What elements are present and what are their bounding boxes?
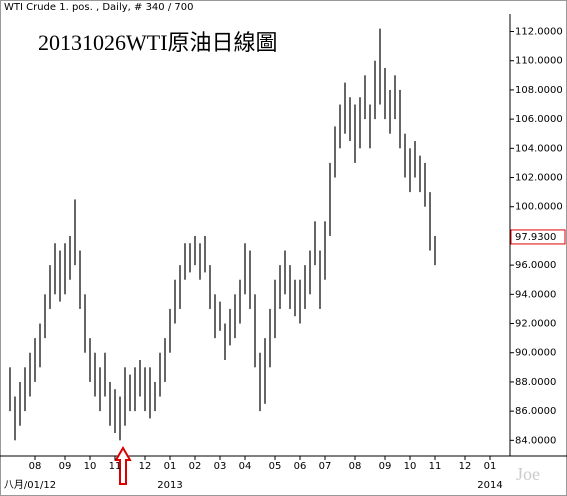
x-tick-label: 12 bbox=[139, 461, 152, 472]
y-tick-label: 96.0000 bbox=[515, 260, 556, 271]
y-tick-label: 102.0000 bbox=[515, 173, 563, 184]
x-tick-label: 08 bbox=[29, 461, 42, 472]
last-price-box bbox=[510, 229, 566, 245]
x-sub-label: 八月/01/12 bbox=[4, 479, 56, 491]
x-sub-label: 2013 bbox=[157, 480, 182, 491]
y-tick-label: 108.0000 bbox=[515, 85, 563, 96]
x-tick-label: 09 bbox=[59, 461, 72, 472]
y-tick-label: 94.0000 bbox=[515, 289, 556, 300]
x-tick-label: 04 bbox=[239, 461, 252, 472]
header: WTI Crude 1. pos. , Daily, # 340 / 700 bbox=[4, 2, 193, 13]
x-tick-label: 11 bbox=[109, 461, 122, 472]
y-tick-label: 106.0000 bbox=[515, 114, 563, 125]
y-tick-label: 110.0000 bbox=[515, 56, 563, 67]
y-tick-label: 104.0000 bbox=[515, 143, 563, 154]
y-tick-label: 100.0000 bbox=[515, 202, 563, 213]
y-tick-label: 92.0000 bbox=[515, 319, 556, 330]
x-tick-label: 08 bbox=[349, 461, 362, 472]
x-tick-label: 12 bbox=[459, 461, 472, 472]
x-tick-label: 10 bbox=[404, 461, 417, 472]
arrow bbox=[114, 446, 132, 485]
x-tick-label: 06 bbox=[294, 461, 307, 472]
y-tick-label: 88.0000 bbox=[515, 377, 556, 388]
x-tick-label: 05 bbox=[269, 461, 282, 472]
y-tick-label: 90.0000 bbox=[515, 348, 556, 359]
last-price-label: 97.9300 bbox=[515, 232, 556, 243]
x-sub-label: 2014 bbox=[477, 480, 502, 491]
x-tick-label: 10 bbox=[84, 461, 97, 472]
y-tick-label: 86.0000 bbox=[515, 406, 556, 417]
x-tick-label: 07 bbox=[319, 461, 332, 472]
x-tick-label: 02 bbox=[189, 461, 202, 472]
x-tick-label: 03 bbox=[214, 461, 227, 472]
y-tick-label: 84.0000 bbox=[515, 435, 556, 446]
chart-title: 20131026WTI原油日線圖 bbox=[38, 30, 278, 55]
x-tick-label: 01 bbox=[484, 461, 497, 472]
x-tick-label: 11 bbox=[429, 461, 442, 472]
x-tick-label: 01 bbox=[164, 461, 177, 472]
x-tick-label: 09 bbox=[379, 461, 392, 472]
watermark: Joe bbox=[516, 464, 540, 484]
y-tick-label: 112.0000 bbox=[515, 27, 563, 38]
